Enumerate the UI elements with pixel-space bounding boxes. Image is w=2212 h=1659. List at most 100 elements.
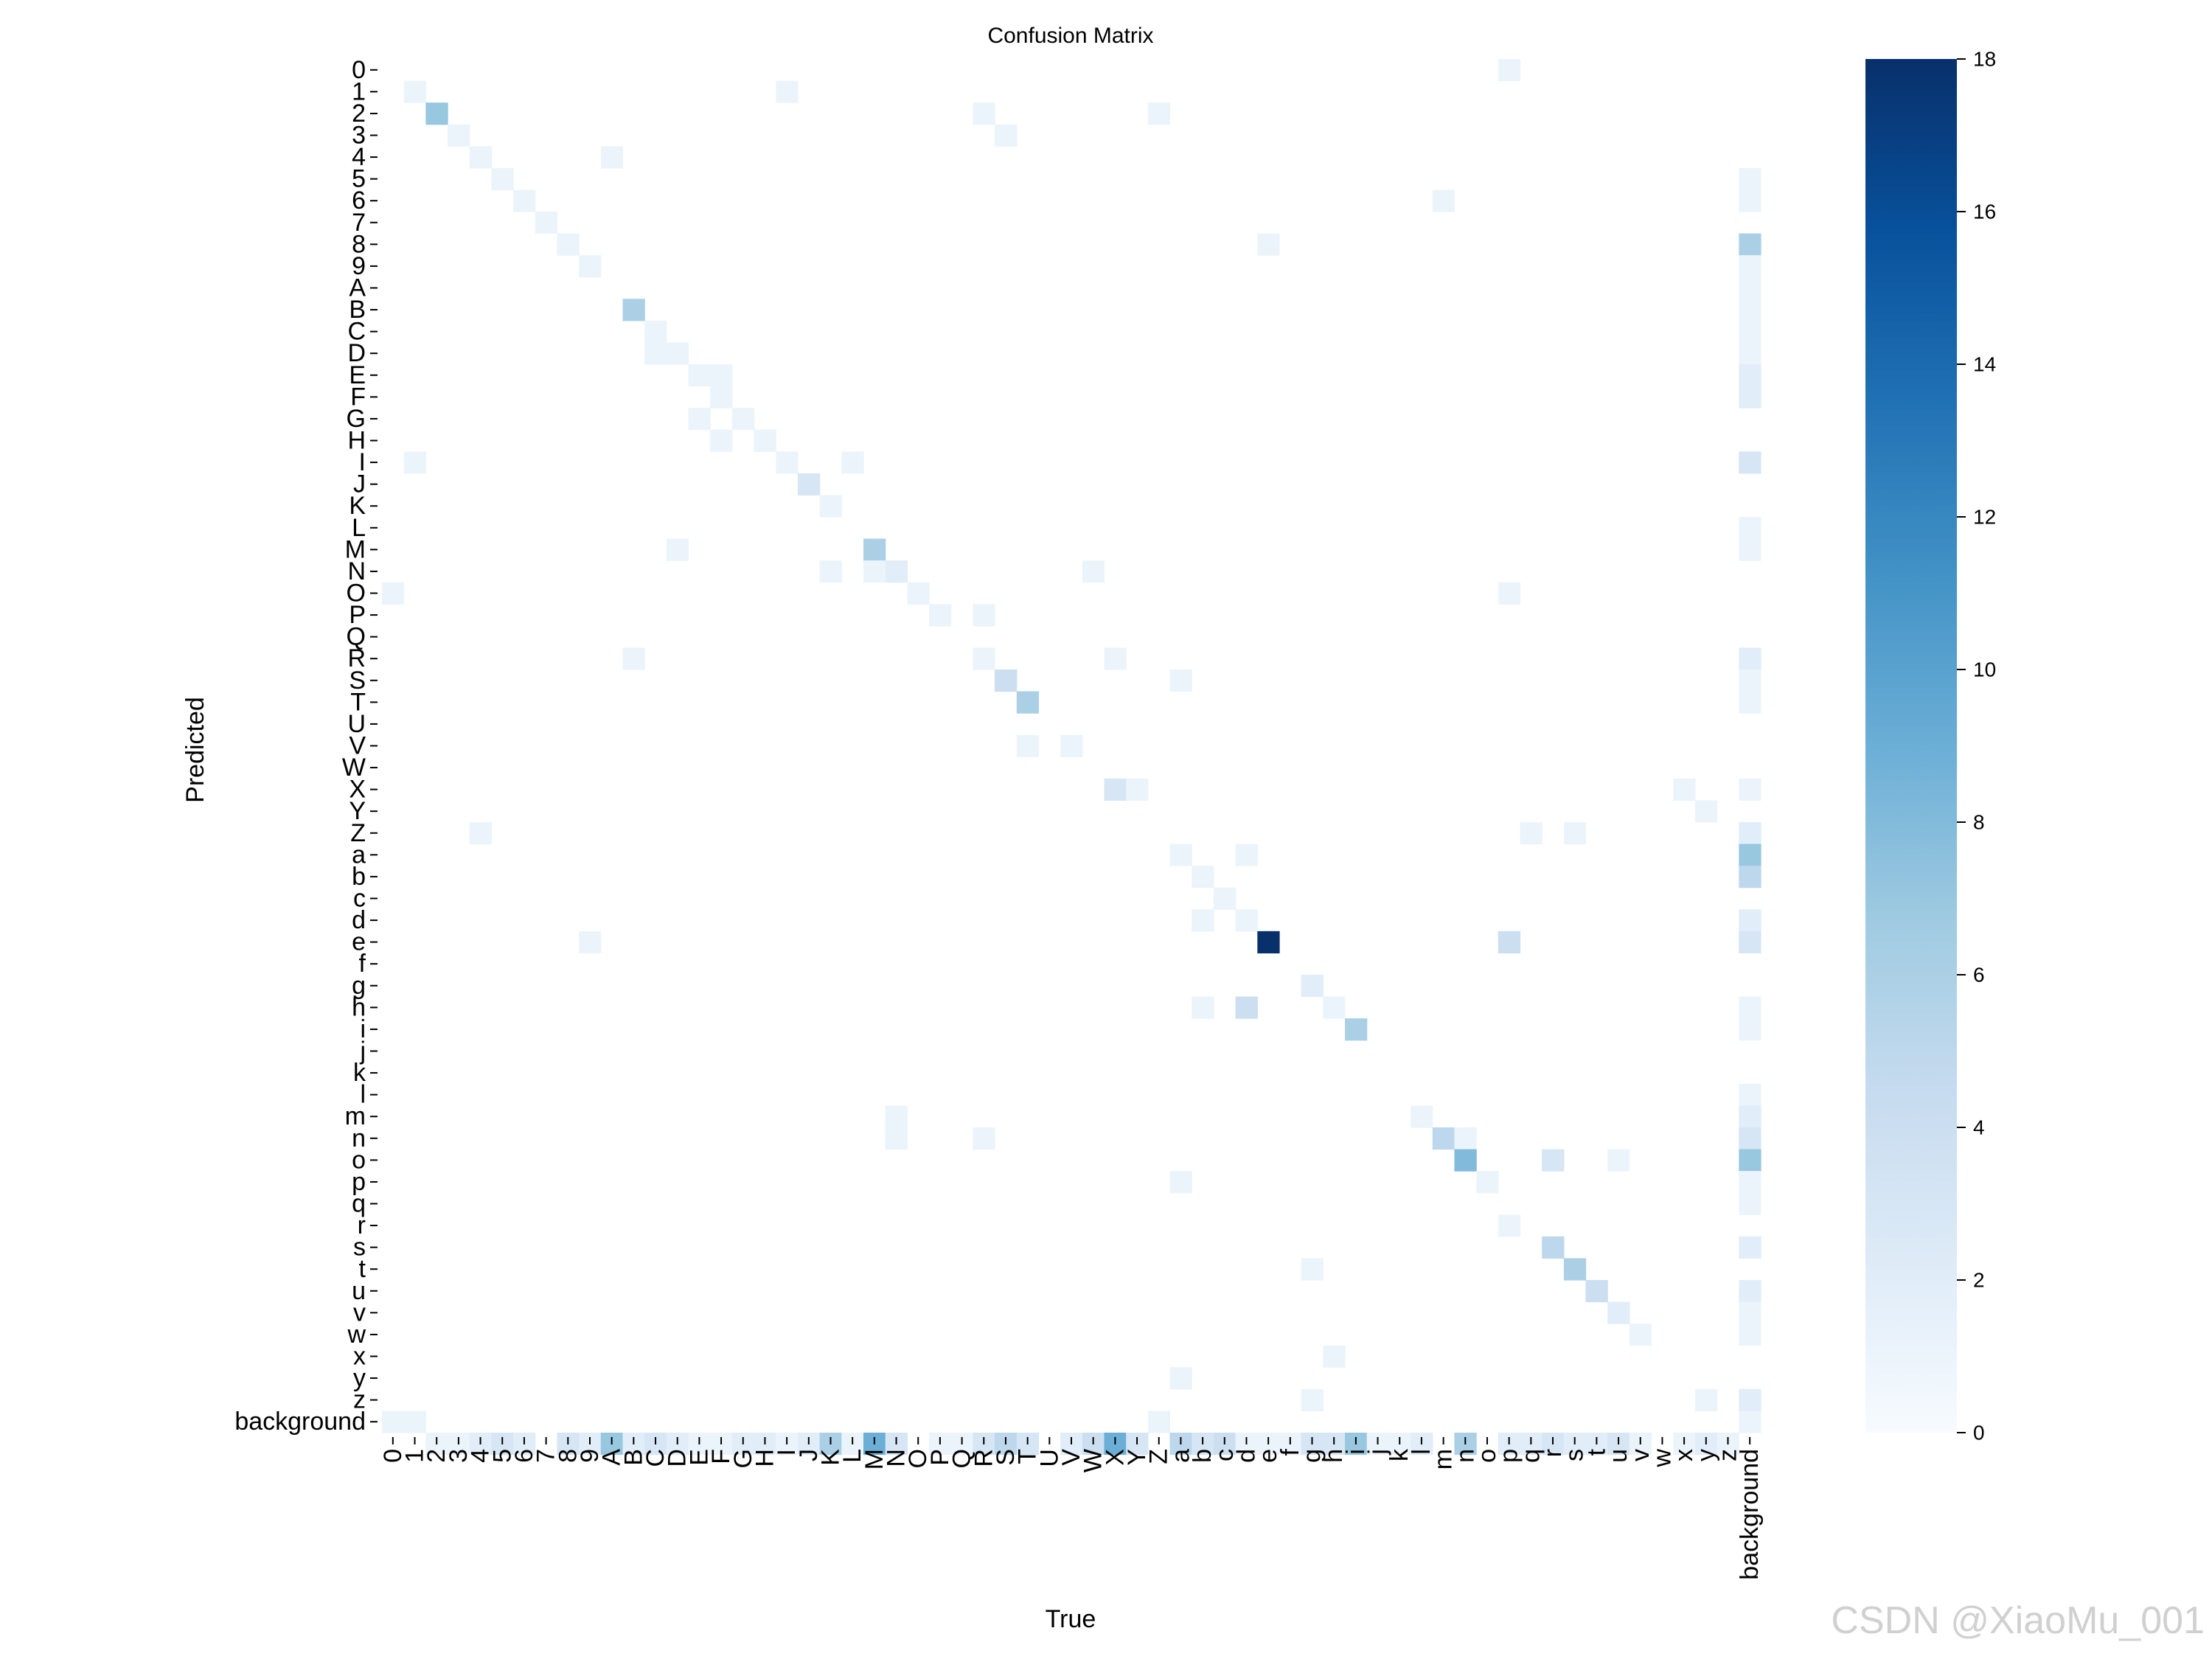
heatmap-cell	[1739, 778, 1761, 801]
y-tick-label: P	[349, 601, 366, 629]
heatmap-cell	[1739, 1236, 1761, 1259]
x-tick-label: 6	[510, 1449, 538, 1463]
x-tick-label: Q	[948, 1449, 976, 1468]
heatmap-cell	[688, 364, 711, 387]
x-tick-label: d	[1232, 1449, 1260, 1463]
y-tick-label: i	[360, 1015, 366, 1043]
heatmap-cell	[1323, 1345, 1346, 1368]
y-tick-label: 4	[352, 143, 366, 171]
heatmap-cell	[1739, 364, 1761, 387]
heatmap-cell	[1739, 189, 1761, 212]
heatmap-cell	[1739, 1127, 1761, 1150]
heatmap-cell	[535, 212, 558, 234]
heatmap-cell	[579, 255, 602, 278]
colorbar-tick-label: 14	[1973, 353, 1996, 376]
heatmap-cell	[1739, 1149, 1761, 1172]
heatmap-cell	[1585, 1280, 1608, 1303]
heatmap-cell	[1323, 996, 1346, 1019]
y-tick-label: c	[353, 885, 366, 913]
y-tick-label: Z	[350, 819, 366, 847]
colorbar-tick-label: 4	[1973, 1116, 1985, 1139]
heatmap-cell	[1739, 691, 1761, 714]
heatmap-cell	[907, 582, 930, 605]
y-tick-label: u	[352, 1277, 366, 1305]
heatmap-cell	[885, 1127, 908, 1150]
heatmap-cell	[1542, 1236, 1565, 1259]
y-tick-label: N	[347, 557, 366, 585]
x-tick-labels: 0123456789ABCDEFGHIJKLMNOPQRSTUVWXYZabcd…	[379, 1437, 1764, 1580]
x-tick-label: D	[664, 1449, 692, 1467]
y-tick-label: a	[352, 841, 366, 869]
x-tick-label: U	[1035, 1449, 1063, 1467]
x-tick-label: N	[883, 1449, 911, 1467]
y-tick-label: j	[359, 1037, 366, 1065]
heatmap-cell	[579, 931, 602, 954]
y-tick-label: Y	[349, 797, 366, 825]
colorbar-tick-label: 12	[1973, 506, 1996, 529]
x-tick-label: y	[1692, 1449, 1720, 1461]
y-tick-label: W	[342, 754, 366, 782]
heatmap-cell	[929, 604, 952, 627]
heatmap-cell	[403, 1411, 426, 1433]
x-tick-label: b	[1189, 1449, 1217, 1463]
heatmap-cell	[1739, 822, 1761, 845]
heatmap-cell	[1739, 996, 1761, 1019]
y-tick-label: e	[352, 928, 366, 956]
x-tick-label: W	[1079, 1449, 1107, 1472]
y-tick-label: R	[347, 644, 366, 672]
x-tick-label: A	[598, 1449, 626, 1466]
heatmap-cell	[1694, 1388, 1718, 1412]
heatmap-cell	[1739, 1083, 1761, 1107]
heatmap-cell	[600, 146, 624, 169]
heatmap-cell	[885, 1105, 908, 1128]
x-tick-label: g	[1298, 1449, 1326, 1463]
heatmap-cell	[1739, 1388, 1761, 1412]
x-tick-label: z	[1714, 1449, 1742, 1461]
heatmap-cell	[666, 342, 689, 365]
y-tick-label: w	[347, 1321, 366, 1349]
y-tick-label: E	[349, 361, 366, 389]
x-tick-label: q	[1517, 1449, 1545, 1463]
heatmap-cell	[1739, 386, 1761, 408]
x-tick-label: background	[1736, 1449, 1764, 1580]
y-tick-label: I	[359, 448, 366, 476]
y-tick-label: 3	[352, 122, 366, 150]
heatmap-cell	[1607, 1149, 1630, 1172]
heatmap-cell	[1169, 669, 1192, 692]
x-tick-label: t	[1582, 1448, 1610, 1455]
heatmap-cell	[1498, 1214, 1521, 1237]
heatmap-cell	[1301, 975, 1324, 998]
heatmap-cell	[776, 451, 799, 474]
heatmap-cell	[1147, 1411, 1171, 1433]
heatmap-cell	[1454, 1127, 1477, 1150]
watermark: CSDN @XiaoMu_001	[1831, 1599, 2205, 1642]
y-tick-label: b	[352, 863, 366, 891]
heatmap-cell	[1739, 844, 1761, 866]
y-tick-label: S	[349, 667, 366, 695]
heatmap-cell	[1739, 647, 1761, 670]
x-tick-label: G	[729, 1449, 757, 1468]
x-tick-label: V	[1057, 1449, 1085, 1466]
x-tick-label: E	[685, 1449, 713, 1466]
heatmap-cell	[1192, 866, 1214, 888]
heatmap-cell	[1739, 299, 1761, 321]
x-tick-label: T	[1014, 1449, 1042, 1464]
x-tick-label: u	[1604, 1449, 1632, 1463]
heatmap-cell	[1739, 233, 1761, 256]
heatmap-cell	[1739, 1192, 1761, 1215]
x-tick-label: S	[992, 1449, 1020, 1466]
x-tick-label: L	[838, 1449, 866, 1463]
heatmap-cell	[1739, 538, 1761, 561]
x-tick-label: C	[641, 1449, 669, 1467]
chart-title: Confusion Matrix	[987, 24, 1153, 48]
heatmap-cell	[1016, 734, 1040, 757]
heatmap-cell	[819, 495, 842, 518]
heatmap-cell	[1192, 996, 1214, 1019]
heatmap-cell	[1739, 931, 1761, 954]
heatmap-cell	[1169, 1367, 1192, 1390]
heatmap-cell	[1235, 844, 1258, 866]
heatmap-cell	[382, 582, 405, 605]
y-tick-label: T	[350, 688, 366, 716]
heatmap-cell	[1739, 1324, 1761, 1346]
